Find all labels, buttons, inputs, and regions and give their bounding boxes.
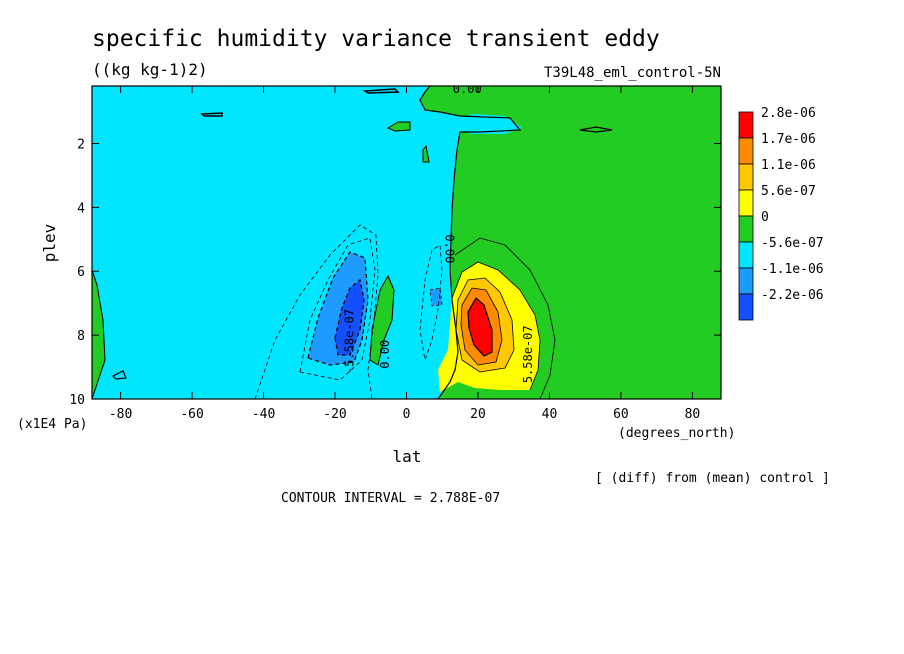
legend: 2.8e-06 1.7e-06 1.1e-06 5.6e-07 0 -5.6e-07 -1.… [738, 106, 824, 321]
x-tick-label: 80 [685, 407, 701, 422]
contour-positive-3 [460, 287, 503, 366]
contour-zero-south-island [369, 274, 395, 366]
legend-label: -2.2e-06 [761, 288, 824, 303]
legend-swatch [738, 215, 754, 243]
contour-label-group: 0.00 [442, 234, 456, 263]
legend-label: 1.7e-06 [761, 132, 816, 147]
contour-label: 0.00 [378, 340, 392, 369]
y-tick-label: 10 [69, 393, 85, 408]
contour-label: 0.00 [442, 234, 456, 263]
fill-region-small-positive-b [423, 146, 429, 162]
contour-label: 0.00 [453, 82, 482, 96]
y-axis-units: (x1E4 Pa) [17, 417, 87, 432]
contour-negative-near-equator [419, 244, 443, 361]
contour-small-e [579, 126, 613, 133]
contour-interval-label: CONTOUR INTERVAL = 2.788E-07 [281, 491, 500, 506]
legend-label: 2.8e-06 [761, 106, 816, 121]
contour-small-a [386, 121, 411, 132]
y-tick-label: 2 [77, 137, 85, 152]
chart-units: ((kg kg-1)2) [92, 60, 208, 79]
legend-label: 1.1e-06 [761, 158, 816, 173]
contour-label-group: 0.00 [453, 82, 482, 96]
contour-positive-1 [451, 261, 541, 391]
contour-label-group: 5.58e-07 [521, 325, 535, 383]
x-tick-label: -60 [180, 407, 203, 422]
x-axis-title: lat [393, 447, 422, 466]
x-tick-label: -40 [252, 407, 275, 422]
y-axis-title: plev [40, 224, 59, 263]
contour-small-c [362, 88, 400, 94]
fill-region-small-positive-a [388, 122, 410, 131]
experiment-label: T39L48_eml_control-5N [544, 65, 721, 81]
contour-lines [92, 86, 613, 399]
contour-labels: 0.00 0.00 -5.58e-07 0.00 5.58e-07 [342, 82, 535, 383]
contour-label: -5.58e-07 [342, 309, 356, 374]
x-tick-label: -80 [109, 407, 132, 422]
contour-small-f [111, 370, 127, 380]
contour-positive-2 [455, 277, 515, 373]
contour-positive-outer [454, 237, 556, 399]
fill-region-strong-negative [335, 280, 364, 355]
fill-region-small-positive-c [370, 276, 394, 365]
y-tick-label: 6 [77, 265, 85, 280]
contour-label: 5.58e-07 [521, 325, 535, 383]
plot-area: 0.00 0.00 -5.58e-07 0.00 5.58e-07 [92, 82, 721, 399]
legend-swatch [738, 111, 754, 139]
y-axis: 2 4 6 8 10 [69, 137, 721, 408]
legend-swatch [738, 241, 754, 269]
x-tick-label: -20 [323, 407, 346, 422]
contour-small-d [200, 112, 223, 117]
legend-swatch [738, 189, 754, 217]
x-axis: -80 -60 -40 -20 0 20 40 60 80 [109, 86, 700, 422]
contour-negative-1 [299, 237, 376, 381]
y-tick-label: 8 [77, 329, 85, 344]
diff-note: [ (diff) from (mean) control ] [595, 471, 830, 486]
x-tick-label: 40 [542, 407, 558, 422]
legend-label: -5.6e-07 [761, 236, 824, 251]
contour-zero-southern-edge [92, 269, 106, 399]
chart-title: specific humidity variance transient edd… [92, 26, 660, 52]
legend-label: 5.6e-07 [761, 184, 816, 199]
x-tick-label: 0 [403, 407, 411, 422]
contour-label-group: -5.58e-07 [342, 309, 356, 374]
x-tick-label: 60 [613, 407, 629, 422]
contour-zero-north [419, 86, 522, 399]
fill-region-southern-edge [92, 270, 105, 399]
fill-region-cyan-inlet [455, 114, 522, 134]
x-axis-units: (degrees_north) [618, 426, 735, 441]
legend-label: 0 [761, 210, 769, 225]
legend-swatch [738, 137, 754, 165]
contour-negative-3 [334, 278, 365, 356]
x-tick-label: 20 [470, 407, 486, 422]
contour-label-group: 0.00 [378, 340, 392, 369]
contour-small-b [422, 144, 430, 163]
legend-swatch [738, 293, 754, 321]
legend-label: -1.1e-06 [761, 262, 824, 277]
contour-positive-4 [467, 297, 493, 357]
contour-negative-small [429, 287, 443, 307]
y-tick-label: 4 [77, 201, 85, 216]
legend-swatch [738, 163, 754, 191]
legend-swatch [738, 267, 754, 295]
